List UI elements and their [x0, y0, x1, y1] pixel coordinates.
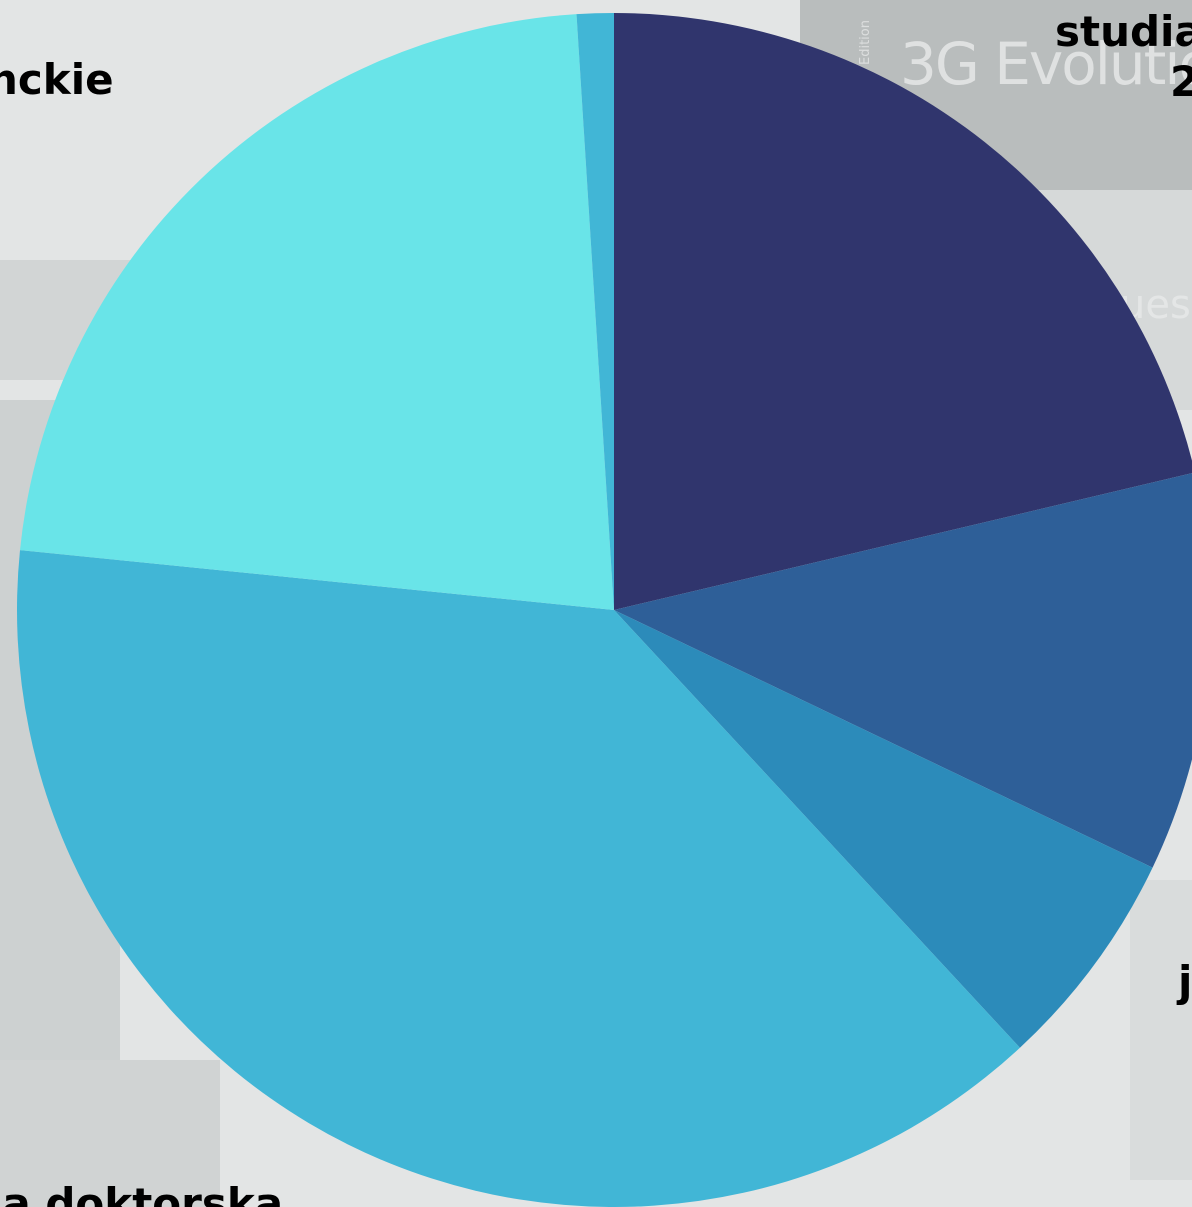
pie-slice-0 [614, 13, 1192, 610]
pie-slice-2 [614, 610, 1153, 1048]
pie-slice-5 [20, 14, 614, 611]
slice-label-j: j [1178, 957, 1192, 1006]
slice-label-studia-line2: 2 [1170, 57, 1192, 106]
background-brand-text: 3G Evolution [900, 30, 1192, 98]
slice-label-nckie: nckie [0, 55, 114, 104]
slice-label-studia: studia [1055, 7, 1192, 56]
pie-slice-4 [16, 550, 1020, 1207]
slice-label-doktorska: la doktorska [0, 1179, 284, 1207]
pie-slice-1 [614, 473, 1192, 868]
pie-slice-6 [576, 13, 614, 610]
